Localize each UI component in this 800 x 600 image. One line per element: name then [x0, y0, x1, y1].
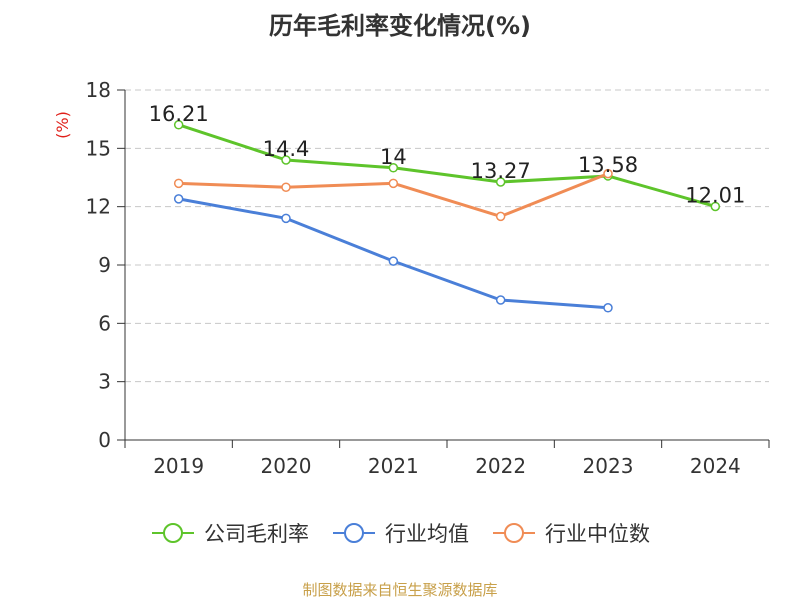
- data-label: 14.4: [263, 137, 310, 161]
- data-point: [495, 177, 506, 187]
- series-line-2: [178, 197, 609, 310]
- data-labels: 16.21 14.4 14 13.27 13.58 12.01: [149, 102, 746, 208]
- data-point: [388, 163, 399, 173]
- data-point: [388, 256, 399, 266]
- legend: 公司毛利率 行业均值 行业中位数: [0, 518, 800, 548]
- data-point: [173, 178, 184, 189]
- x-tick-label: 2024: [690, 454, 741, 478]
- x-tick-label: 2022: [475, 454, 526, 478]
- data-point: [603, 303, 613, 313]
- data-point: [281, 155, 291, 165]
- data-label: 13.58: [578, 153, 638, 177]
- source-note: 制图数据来自恒生聚源数据库: [302, 581, 498, 599]
- x-tick-label: 2019: [153, 454, 204, 478]
- legend-label: 公司毛利率: [204, 522, 309, 546]
- x-tick-label: 2023: [583, 454, 634, 478]
- data-point: [281, 213, 291, 224]
- y-tick-label: 3: [98, 370, 111, 394]
- data-label: 14: [380, 145, 407, 169]
- data-label: 16.21: [149, 102, 209, 126]
- legend-label: 行业中位数: [545, 522, 650, 546]
- data-point: [710, 201, 721, 212]
- series-line-1: [178, 123, 716, 208]
- y-tick-label: 15: [86, 136, 111, 160]
- y-tick-label: 12: [86, 195, 111, 219]
- legend-item-3[interactable]: 行业中位数: [491, 518, 650, 548]
- legend-item-1[interactable]: 公司毛利率: [150, 518, 309, 548]
- y-tick-label: 18: [86, 78, 111, 102]
- y-axis-label: (%): [53, 111, 72, 139]
- chart-title: 历年毛利率变化情况(%): [269, 12, 531, 40]
- data-point: [173, 120, 184, 130]
- legend-item-2[interactable]: 行业均值: [331, 518, 469, 548]
- legend-label: 行业均值: [385, 522, 469, 546]
- data-point: [603, 168, 613, 179]
- axes: 0 3 6 9 12 15 18 2019 2020 2021 2022 2023 2024 (%): [53, 78, 770, 478]
- data-point: [495, 211, 506, 222]
- legend-marker-icon: [333, 523, 375, 543]
- x-tick-label: 2021: [368, 454, 419, 478]
- y-tick-label: 6: [98, 311, 111, 335]
- data-point: [281, 182, 291, 192]
- y-tick-label: 0: [98, 428, 111, 452]
- data-label: 12.01: [685, 183, 745, 207]
- data-point: [388, 178, 399, 189]
- data-label: 13.27: [471, 159, 531, 183]
- series-lines: [173, 120, 721, 313]
- data-point: [495, 295, 506, 305]
- grid-lines: [125, 89, 769, 383]
- legend-marker-icon: [493, 523, 535, 543]
- y-tick-label: 9: [98, 253, 111, 277]
- legend-marker-icon: [152, 523, 194, 543]
- x-tick-label: 2020: [261, 454, 312, 478]
- data-point: [173, 194, 184, 204]
